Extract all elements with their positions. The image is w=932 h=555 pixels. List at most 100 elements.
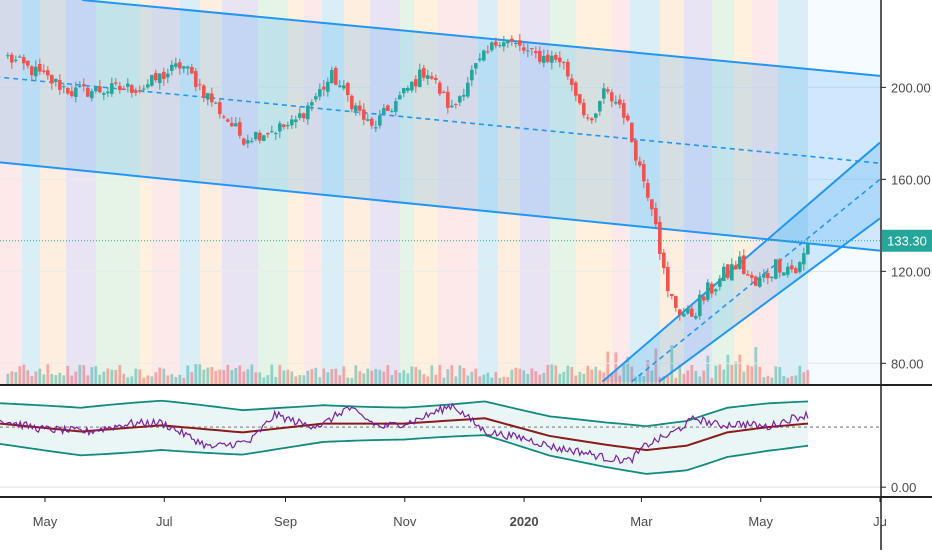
candle-body xyxy=(126,83,130,87)
candle-body xyxy=(330,69,334,83)
background-band xyxy=(258,0,288,384)
candle-body xyxy=(110,83,114,94)
volume-bar xyxy=(694,371,698,384)
candle-body xyxy=(778,259,782,273)
volume-bar xyxy=(726,354,730,384)
volume-bar xyxy=(526,374,530,384)
volume-bar xyxy=(254,372,258,384)
background-band xyxy=(414,0,438,384)
candle-body xyxy=(762,273,766,278)
candle-body xyxy=(298,113,302,118)
volume-bar xyxy=(722,369,726,384)
candle-body xyxy=(606,89,610,92)
candle-body xyxy=(302,113,306,119)
candle-body xyxy=(746,274,750,276)
channel-fill xyxy=(0,0,880,251)
volume-bar xyxy=(30,375,34,384)
candle-body xyxy=(390,111,394,113)
candle-body xyxy=(286,125,290,127)
candle-body xyxy=(294,119,298,123)
candle-body xyxy=(130,85,134,93)
volume-bar xyxy=(258,372,262,384)
candle-body xyxy=(506,40,510,44)
candle-body xyxy=(434,77,438,80)
volume-bar xyxy=(22,364,26,384)
candle-body xyxy=(74,87,78,97)
candle-body xyxy=(30,66,34,76)
candle-body xyxy=(422,68,426,78)
background-band xyxy=(438,0,478,384)
candle-body xyxy=(458,96,462,103)
volume-bar xyxy=(266,375,270,384)
volume-bar xyxy=(442,377,446,384)
candle-body xyxy=(82,84,86,87)
volume-bar xyxy=(242,371,246,384)
volume-bar xyxy=(342,366,346,384)
candle-body xyxy=(42,70,46,72)
background-band xyxy=(478,0,498,384)
candle-body xyxy=(178,62,182,69)
candle-body xyxy=(94,87,98,92)
volume-bar xyxy=(394,370,398,384)
volume-bar xyxy=(82,365,86,384)
candle-body xyxy=(798,262,802,272)
volume-bar xyxy=(622,363,626,384)
volume-bar xyxy=(322,368,326,384)
candle-body xyxy=(482,50,486,61)
volume-bar xyxy=(382,371,386,384)
candle-body xyxy=(474,63,478,69)
volume-bar xyxy=(770,377,774,384)
candle-body xyxy=(102,93,106,95)
candle-body xyxy=(446,91,450,108)
y-tick-label: 80.00 xyxy=(891,356,924,371)
volume-bar xyxy=(558,373,562,384)
candle-body xyxy=(526,50,530,52)
volume-bar xyxy=(418,369,422,384)
candle-body xyxy=(342,85,346,89)
candle-body xyxy=(118,85,122,91)
candle-body xyxy=(6,55,10,57)
candle-body xyxy=(18,56,22,58)
volume-bar xyxy=(678,364,682,384)
volume-bar xyxy=(354,365,358,384)
candle-body xyxy=(58,80,62,90)
candle-body xyxy=(198,84,202,86)
candle-body xyxy=(326,81,330,92)
volume-bar xyxy=(666,376,670,384)
volume-bar xyxy=(438,364,442,384)
candle-body xyxy=(66,87,70,94)
volume-bar xyxy=(802,372,806,384)
volume-bar xyxy=(294,376,298,384)
volume-bar xyxy=(6,373,10,384)
channel-lines xyxy=(0,0,880,384)
volume-bar xyxy=(478,376,482,384)
candle-body xyxy=(602,88,606,99)
candle-body xyxy=(738,256,742,269)
volume-bar xyxy=(774,366,778,384)
volume-bar xyxy=(238,365,242,384)
candle-body xyxy=(306,105,310,120)
candle-body xyxy=(610,92,614,102)
volume-bar xyxy=(198,364,202,384)
candle-body xyxy=(266,133,270,135)
candle-body xyxy=(690,308,694,317)
candle-body xyxy=(754,276,758,286)
candlesticks xyxy=(6,33,810,321)
background-band xyxy=(630,0,660,384)
volume-bar xyxy=(782,375,786,384)
candle-body xyxy=(494,41,498,46)
candle-body xyxy=(518,40,522,46)
x-tick-label: Sep xyxy=(274,514,297,529)
candle-body xyxy=(806,243,810,255)
candle-body xyxy=(706,282,710,300)
candle-body xyxy=(534,51,538,54)
candle-body xyxy=(658,221,662,254)
candle-body xyxy=(590,118,594,121)
candle-body xyxy=(182,66,186,69)
volume-bar xyxy=(34,371,38,384)
volume-bar xyxy=(682,373,686,384)
volume-bar xyxy=(778,367,782,384)
